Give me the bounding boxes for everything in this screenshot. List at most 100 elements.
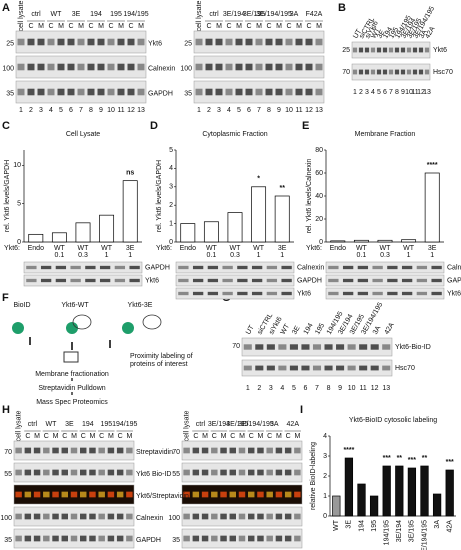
band (70, 491, 78, 498)
bar (51, 232, 67, 243)
band (229, 491, 236, 498)
label: 3A (290, 11, 299, 18)
label: Membrane fractionation (35, 371, 109, 378)
significance: *** (408, 457, 416, 464)
band (387, 291, 398, 296)
band (400, 69, 406, 75)
label: GAPDH (148, 90, 173, 97)
label: 8 (267, 107, 271, 114)
band (238, 513, 246, 520)
label: 55 (172, 471, 180, 478)
label: 194/195 (112, 421, 137, 428)
band (99, 265, 111, 270)
y-tick-label: 5 (169, 147, 173, 154)
blot (325, 274, 445, 287)
band (418, 47, 424, 53)
band (301, 365, 310, 371)
label: M (98, 23, 104, 30)
band (358, 47, 364, 53)
y-tick-label: 0 (323, 513, 327, 520)
band (305, 63, 313, 71)
bar (407, 467, 417, 517)
label: 35 (172, 537, 180, 544)
band (195, 38, 203, 46)
band (370, 47, 376, 53)
band (114, 278, 126, 283)
x-tick-label: WT (54, 245, 66, 252)
chart-title: Cell Lysate (66, 131, 100, 138)
blot (175, 261, 295, 274)
band (77, 38, 85, 46)
band (358, 69, 364, 75)
band (178, 265, 189, 270)
x-tick-label: 0.3 (78, 252, 88, 259)
band (295, 63, 303, 71)
label: 70 (342, 69, 350, 76)
bar (274, 195, 290, 243)
label: F42A (306, 11, 323, 18)
label: 3 (365, 89, 369, 96)
band (107, 88, 115, 96)
band (220, 491, 227, 498)
band (43, 535, 50, 542)
bar (377, 239, 393, 243)
x-tick-label: 3E/194 (396, 520, 403, 542)
band (129, 278, 140, 283)
band (401, 265, 413, 270)
band (98, 513, 105, 520)
band (126, 491, 133, 498)
band (24, 513, 32, 520)
label: C (246, 23, 251, 30)
band (107, 491, 115, 498)
label: 3E/194/195 (238, 421, 274, 428)
blot (23, 274, 143, 287)
bar (227, 212, 243, 243)
label: M (216, 23, 222, 30)
band (70, 265, 81, 270)
band (87, 63, 95, 71)
band (312, 365, 322, 371)
x-tick-label: 1 (257, 252, 261, 259)
x-tick-label: 1 (128, 252, 132, 259)
label: 42A (383, 321, 395, 336)
significance: ** (397, 455, 403, 462)
band (324, 344, 333, 350)
bar (424, 172, 440, 243)
x-tick-label: 0.3 (380, 252, 390, 259)
band (275, 447, 283, 454)
band (98, 491, 105, 498)
band (116, 535, 124, 542)
label: 1 (19, 107, 23, 114)
label: 9 (338, 385, 342, 392)
label: 12 (417, 89, 425, 96)
band (431, 291, 442, 296)
bar (357, 483, 366, 517)
band (251, 278, 263, 283)
label: WT (370, 26, 382, 40)
band (370, 365, 379, 371)
band (324, 365, 333, 371)
label: 3E/195 (226, 421, 248, 428)
label: 6 (304, 385, 308, 392)
band (265, 63, 273, 71)
band (284, 491, 292, 498)
band (294, 447, 301, 454)
band (107, 38, 115, 46)
band (222, 265, 233, 270)
band (238, 535, 246, 542)
band (57, 38, 65, 46)
band (47, 88, 55, 96)
band (55, 278, 67, 283)
label: Mass Spec Proteomics (36, 399, 108, 406)
band (275, 38, 283, 46)
panel-letter: B (338, 2, 346, 14)
band (89, 469, 96, 476)
band (116, 447, 124, 454)
band (183, 469, 190, 476)
significance: * (257, 176, 260, 183)
x-tick-label: 3E (278, 245, 287, 252)
label: Ykt6 (148, 40, 162, 47)
band (37, 88, 45, 96)
label: 3A (372, 325, 383, 336)
band (87, 38, 95, 46)
